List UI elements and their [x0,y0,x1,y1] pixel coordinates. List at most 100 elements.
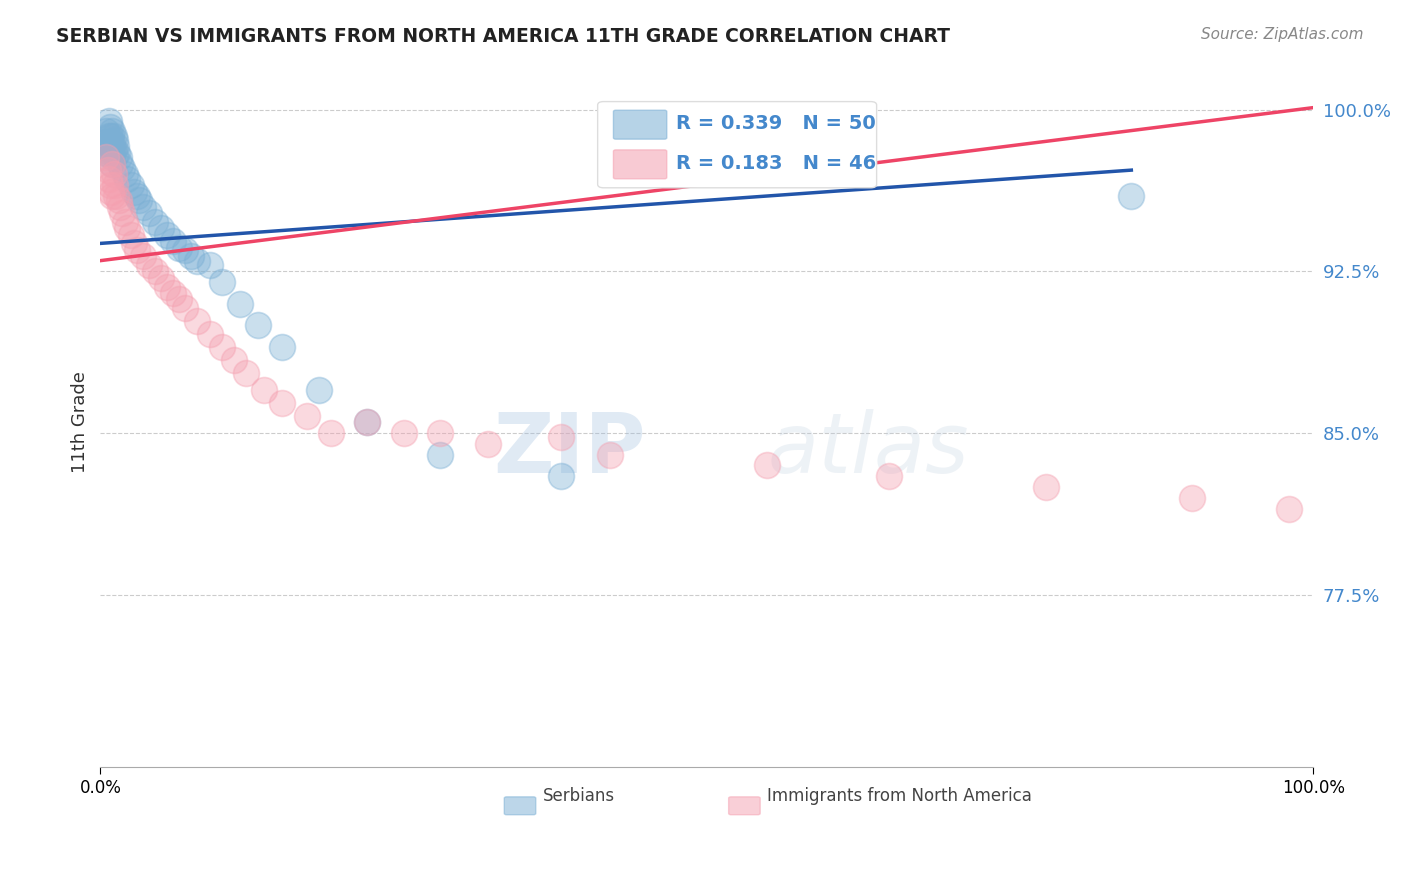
Point [229,297,252,311]
Point [356,415,378,429]
Point [392,426,415,441]
Point [162,234,184,248]
FancyBboxPatch shape [505,797,536,814]
Point [308,383,330,397]
Point [186,314,208,328]
Point [114,168,136,182]
Point [100,185,122,199]
Point [103,128,125,143]
Point [599,448,621,462]
Point [101,124,124,138]
Text: R = 0.183   N = 46: R = 0.183 N = 46 [676,154,877,173]
Point [174,301,197,315]
Point [108,156,131,170]
Point [271,340,294,354]
Point [150,221,173,235]
Point [1181,491,1204,505]
Point [356,415,378,429]
Point [104,148,127,162]
Point [186,253,208,268]
Point [115,171,138,186]
Point [100,145,122,160]
Point [103,168,125,182]
Point [107,194,129,208]
Point [115,221,138,235]
Point [101,156,124,170]
Text: ZIP: ZIP [494,409,647,491]
Point [138,206,160,220]
Point [319,426,342,441]
Point [107,150,129,164]
Point [125,243,148,257]
Point [756,458,779,473]
FancyBboxPatch shape [613,150,666,178]
Text: Serbians: Serbians [543,787,616,805]
Point [101,189,124,203]
Point [132,249,155,263]
Point [271,396,294,410]
Point [550,430,572,444]
Point [1121,189,1143,203]
Point [143,215,166,229]
Point [96,150,118,164]
Point [167,293,190,307]
Point [105,139,128,153]
Point [180,249,202,263]
Point [97,163,120,178]
Point [128,194,150,208]
Point [174,243,197,257]
Text: Source: ZipAtlas.com: Source: ZipAtlas.com [1201,27,1364,42]
Point [550,469,572,483]
Point [96,145,118,160]
FancyBboxPatch shape [613,111,666,139]
Point [100,128,122,143]
Point [198,326,221,341]
FancyBboxPatch shape [728,797,761,814]
Point [198,258,221,272]
FancyBboxPatch shape [598,102,876,188]
Point [96,135,118,149]
Point [211,275,233,289]
Point [222,352,245,367]
Point [156,227,179,242]
Point [101,135,124,149]
Point [235,366,257,380]
Y-axis label: 11th Grade: 11th Grade [72,371,89,474]
Point [120,178,142,193]
Point [98,120,121,134]
Point [104,178,127,193]
Point [114,215,136,229]
Text: R = 0.339   N = 50: R = 0.339 N = 50 [676,114,876,134]
Point [295,409,318,423]
Point [111,206,134,220]
Point [104,133,127,147]
Point [429,448,451,462]
Point [150,271,173,285]
Point [97,128,120,143]
Point [124,236,146,251]
Point [167,241,190,255]
Point [97,113,120,128]
Text: atlas: atlas [768,409,969,491]
Point [132,200,155,214]
Point [97,171,120,186]
Point [111,161,134,175]
Point [429,426,451,441]
Point [97,142,120,156]
Point [156,279,179,293]
Point [101,142,124,156]
Point [105,189,128,203]
Text: SERBIAN VS IMMIGRANTS FROM NORTH AMERICA 11TH GRADE CORRELATION CHART: SERBIAN VS IMMIGRANTS FROM NORTH AMERICA… [56,27,950,45]
Point [120,227,142,242]
Point [247,318,270,333]
Point [1035,480,1057,494]
Point [211,340,233,354]
Point [477,437,499,451]
Text: Immigrants from North America: Immigrants from North America [768,787,1032,805]
Point [143,264,166,278]
Point [101,156,124,170]
Point [98,135,121,149]
Point [1278,501,1301,516]
Point [101,150,124,164]
Point [124,185,146,199]
